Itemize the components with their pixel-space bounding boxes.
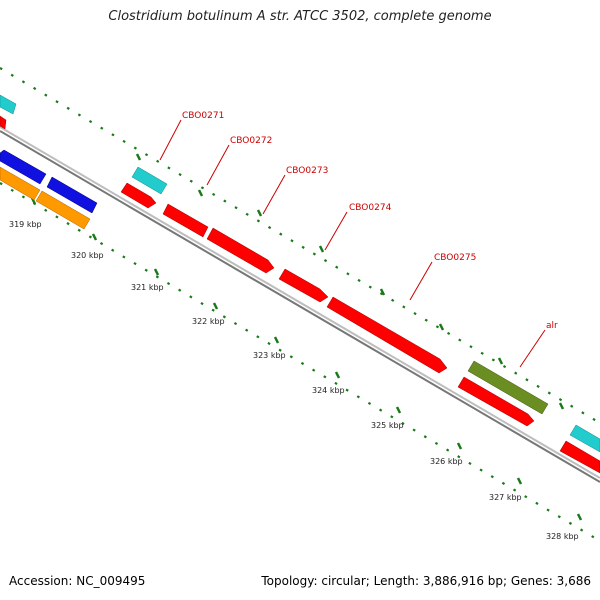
tick-label-321: 321 kbp	[131, 283, 164, 292]
gene-label-cbo0271: CBO0271	[182, 111, 224, 121]
outer-dotted-track	[0, 67, 600, 424]
gene-label-cbo0274: CBO0274	[349, 203, 392, 213]
gene-feature-cbo0274[interactable]	[278, 268, 329, 303]
gene-label-cbo0275: CBO0275	[434, 253, 476, 263]
accession-text: Accession: NC_009495	[9, 574, 146, 588]
gene-feature-red-topleft[interactable]	[0, 115, 7, 130]
gene-feature-cyan-1[interactable]	[131, 166, 168, 195]
genome-backbone	[0, 126, 600, 483]
gene-feature-orange-2[interactable]	[35, 190, 91, 230]
gene-feature-alr[interactable]	[467, 360, 549, 415]
tick-label-322: 322 kbp	[192, 317, 225, 326]
gene-feature-blue-1[interactable]	[0, 149, 47, 185]
gene-labels: CBO0271 CBO0272 CBO0273 CBO0274 CBO0275 …	[182, 111, 558, 331]
tick-label-326: 326 kbp	[430, 457, 463, 466]
gene-feature-cbo0271[interactable]	[120, 182, 157, 209]
gene-label-cbo0272: CBO0272	[230, 136, 272, 146]
gene-feature-blue-2[interactable]	[46, 176, 98, 214]
genome-stats-text: Topology: circular; Length: 3,886,916 bp…	[261, 574, 591, 588]
tick-label-324: 324 kbp	[312, 386, 345, 395]
map-title: Clostridium botulinum A str. ATCC 3502, …	[108, 9, 492, 24]
gene-feature-cbo0275[interactable]	[326, 296, 448, 374]
outer-major-ticks	[135, 153, 565, 410]
gene-feature-red-after-alr[interactable]	[457, 376, 535, 427]
gene-feature-cyan-topleft[interactable]	[0, 94, 17, 115]
gene-leader-lines	[159, 119, 546, 368]
gene-label-alr: alr	[546, 321, 558, 331]
gene-feature-orange-1[interactable]	[0, 166, 41, 201]
tick-label-328: 328 kbp	[546, 532, 579, 541]
tick-label-323: 323 kbp	[253, 351, 286, 360]
gene-feature-cyan-right[interactable]	[569, 424, 600, 453]
tick-label-327: 327 kbp	[489, 493, 522, 502]
inner-dotted-track	[0, 182, 600, 542]
tick-labels: 319 kbp 320 kbp 321 kbp 322 kbp 323 kbp …	[9, 220, 579, 541]
gene-feature-cbo0273[interactable]	[206, 227, 275, 274]
gene-feature-red-right[interactable]	[559, 440, 600, 474]
gene-feature-cbo0272[interactable]	[162, 203, 209, 238]
tick-label-319: 319 kbp	[9, 220, 42, 229]
tick-label-325: 325 kbp	[371, 421, 404, 430]
gene-label-cbo0273: CBO0273	[286, 166, 328, 176]
inner-major-ticks	[30, 197, 583, 521]
tick-label-320: 320 kbp	[71, 251, 104, 260]
